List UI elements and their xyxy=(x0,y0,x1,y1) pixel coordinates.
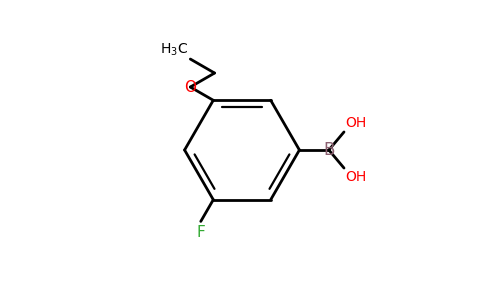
Text: H$_3$C: H$_3$C xyxy=(160,41,188,58)
Text: F: F xyxy=(197,225,205,240)
Text: OH: OH xyxy=(346,170,367,184)
Text: B: B xyxy=(323,141,334,159)
Text: O: O xyxy=(184,80,197,94)
Text: OH: OH xyxy=(346,116,367,130)
